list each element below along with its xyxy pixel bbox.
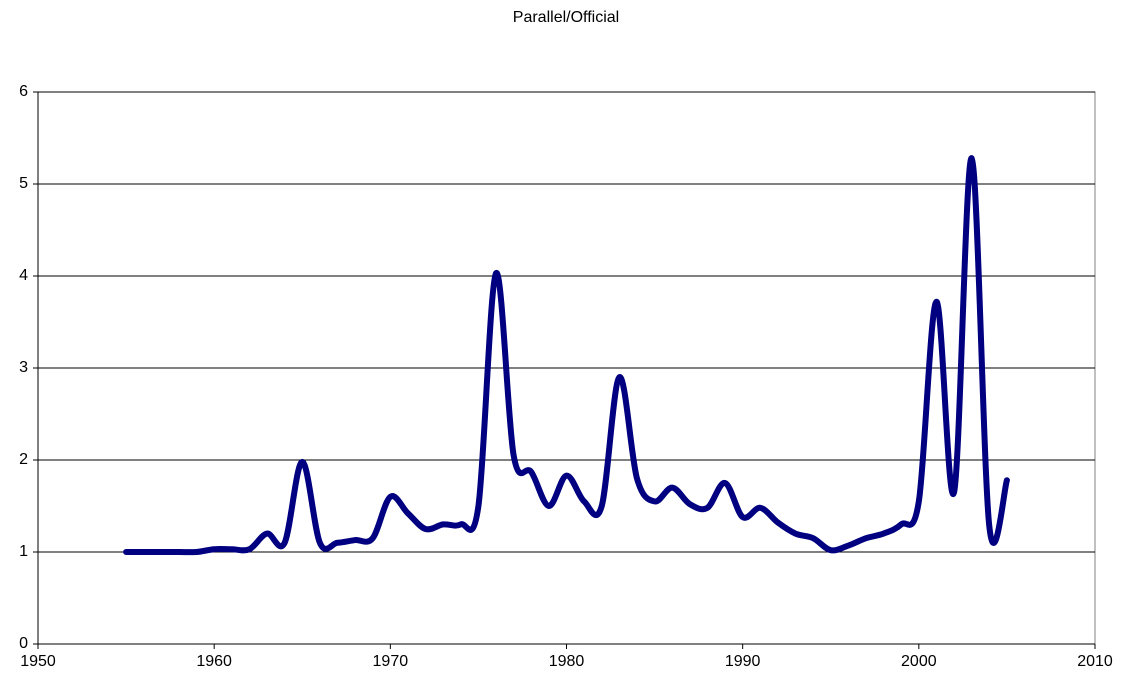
x-tick-label: 1950 bbox=[20, 653, 56, 670]
y-tick-label: 4 bbox=[19, 267, 28, 284]
series-line bbox=[123, 155, 1010, 556]
x-tick-label: 2010 bbox=[1077, 653, 1113, 670]
y-tick-label: 5 bbox=[19, 175, 28, 192]
y-tick-label: 2 bbox=[19, 451, 28, 468]
x-tick-label: 1960 bbox=[196, 653, 232, 670]
x-tick-label: 1980 bbox=[549, 653, 585, 670]
y-tick-label: 0 bbox=[19, 635, 28, 652]
chart-title: Parallel/Official bbox=[513, 9, 619, 26]
y-tick-label: 1 bbox=[19, 543, 28, 560]
x-tick-label: 1970 bbox=[373, 653, 409, 670]
x-tick-label: 1990 bbox=[725, 653, 761, 670]
y-tick-label: 3 bbox=[19, 359, 28, 376]
y-tick-label: 6 bbox=[19, 83, 28, 100]
x-tick-label: 2000 bbox=[901, 653, 937, 670]
